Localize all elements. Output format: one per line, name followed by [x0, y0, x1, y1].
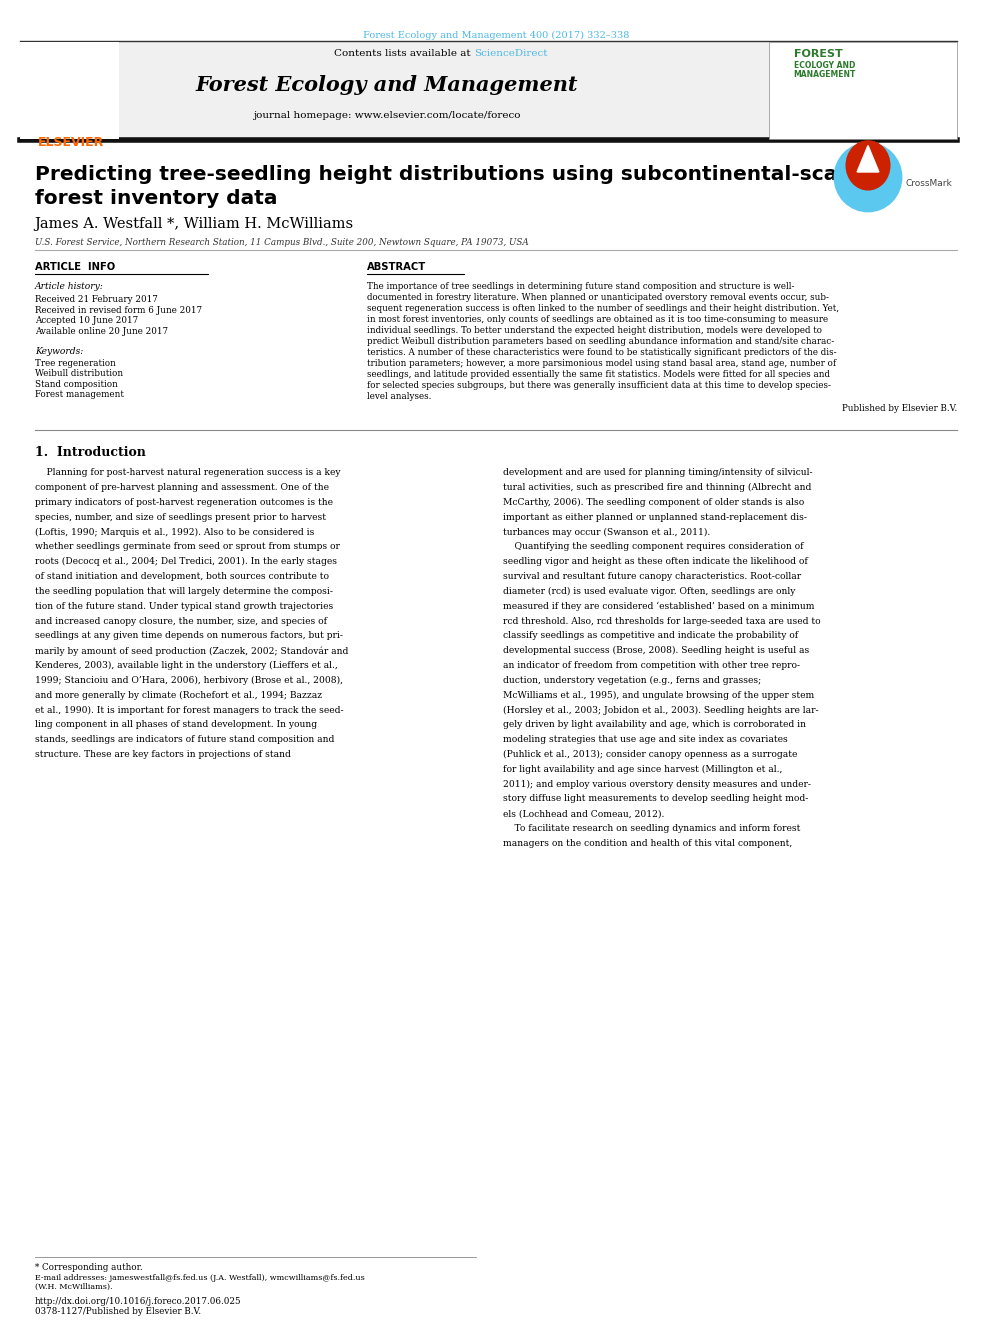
Text: story diffuse light measurements to develop seedling height mod-: story diffuse light measurements to deve…	[503, 794, 808, 803]
Text: ScienceDirect: ScienceDirect	[474, 49, 548, 58]
Ellipse shape	[846, 140, 890, 189]
Text: whether seedlings germinate from seed or sprout from stumps or: whether seedlings germinate from seed or…	[35, 542, 339, 552]
Text: ARTICLE  INFO: ARTICLE INFO	[35, 262, 115, 273]
Text: roots (Decocq et al., 2004; Del Tredici, 2001). In the early stages: roots (Decocq et al., 2004; Del Tredici,…	[35, 557, 336, 566]
Text: ling component in all phases of stand development. In young: ling component in all phases of stand de…	[35, 720, 316, 729]
Text: The importance of tree seedlings in determining future stand composition and str: The importance of tree seedlings in dete…	[367, 282, 795, 291]
Text: teristics. A number of these characteristics were found to be statistically sign: teristics. A number of these characteris…	[367, 348, 836, 357]
Text: developmental success (Brose, 2008). Seedling height is useful as: developmental success (Brose, 2008). See…	[503, 646, 809, 655]
Text: Contents lists available at: Contents lists available at	[334, 49, 474, 58]
Text: duction, understory vegetation (e.g., ferns and grasses;: duction, understory vegetation (e.g., fe…	[503, 676, 761, 685]
Text: ECOLOGY AND: ECOLOGY AND	[794, 61, 855, 70]
Text: MANAGEMENT: MANAGEMENT	[794, 70, 856, 79]
Text: CrossMark: CrossMark	[906, 180, 952, 188]
Text: sequent regeneration success is often linked to the number of seedlings and thei: sequent regeneration success is often li…	[367, 304, 839, 312]
Text: species, number, and size of seedlings present prior to harvest: species, number, and size of seedlings p…	[35, 513, 325, 521]
Text: 2011); and employ various overstory density measures and under-: 2011); and employ various overstory dens…	[503, 779, 810, 789]
Text: documented in forestry literature. When planned or unanticipated overstory remov: documented in forestry literature. When …	[367, 292, 829, 302]
Text: for light availability and age since harvest (Millington et al.,: for light availability and age since har…	[503, 765, 783, 774]
Text: E-mail addresses: jameswestfall@fs.fed.us (J.A. Westfall), wmcwilliams@fs.fed.us: E-mail addresses: jameswestfall@fs.fed.u…	[35, 1274, 364, 1282]
Text: McCarthy, 2006). The seedling component of older stands is also: McCarthy, 2006). The seedling component …	[503, 497, 805, 507]
Text: survival and resultant future canopy characteristics. Root-collar: survival and resultant future canopy cha…	[503, 572, 802, 581]
Text: (W.H. McWilliams).: (W.H. McWilliams).	[35, 1283, 112, 1291]
Text: predict Weibull distribution parameters based on seedling abundance information : predict Weibull distribution parameters …	[367, 336, 834, 345]
Text: primary indicators of post-harvest regeneration outcomes is the: primary indicators of post-harvest regen…	[35, 497, 332, 507]
Text: forest inventory data: forest inventory data	[35, 189, 277, 208]
Text: the seedling population that will largely determine the composi-: the seedling population that will largel…	[35, 587, 332, 595]
Text: component of pre-harvest planning and assessment. One of the: component of pre-harvest planning and as…	[35, 483, 328, 492]
Text: turbances may occur (Swanson et al., 2011).: turbances may occur (Swanson et al., 201…	[503, 528, 710, 537]
Text: structure. These are key factors in projections of stand: structure. These are key factors in proj…	[35, 750, 291, 759]
Text: seedlings at any given time depends on numerous factors, but pri-: seedlings at any given time depends on n…	[35, 631, 342, 640]
Text: McWilliams et al., 1995), and ungulate browsing of the upper stem: McWilliams et al., 1995), and ungulate b…	[503, 691, 814, 700]
Text: Received in revised form 6 June 2017: Received in revised form 6 June 2017	[35, 306, 201, 315]
Text: and more generally by climate (Rochefort et al., 1994; Bazzaz: and more generally by climate (Rochefort…	[35, 691, 321, 700]
Text: an indicator of freedom from competition with other tree repro-: an indicator of freedom from competition…	[503, 662, 801, 669]
Text: tural activities, such as prescribed fire and thinning (Albrecht and: tural activities, such as prescribed fir…	[503, 483, 811, 492]
Text: marily by amount of seed production (Zaczek, 2002; Standovár and: marily by amount of seed production (Zac…	[35, 646, 348, 656]
Text: important as either planned or unplanned stand-replacement dis-: important as either planned or unplanned…	[503, 513, 806, 521]
Text: Tree regeneration: Tree regeneration	[35, 359, 116, 368]
Text: FOREST: FOREST	[794, 49, 842, 60]
Text: ELSEVIER: ELSEVIER	[39, 136, 104, 149]
FancyBboxPatch shape	[20, 42, 119, 139]
Text: * Corresponding author.: * Corresponding author.	[35, 1263, 142, 1273]
Text: seedlings, and latitude provided essentially the same fit statistics. Models wer: seedlings, and latitude provided essenti…	[367, 369, 830, 378]
Text: http://dx.doi.org/10.1016/j.foreco.2017.06.025: http://dx.doi.org/10.1016/j.foreco.2017.…	[35, 1297, 241, 1306]
Text: Weibull distribution: Weibull distribution	[35, 369, 123, 378]
Text: diameter (rcd) is used evaluate vigor. Often, seedlings are only: diameter (rcd) is used evaluate vigor. O…	[503, 587, 796, 595]
Text: tribution parameters; however, a more parsimonious model using stand basal area,: tribution parameters; however, a more pa…	[367, 359, 836, 368]
FancyBboxPatch shape	[20, 42, 769, 139]
Text: Accepted 10 June 2017: Accepted 10 June 2017	[35, 316, 138, 325]
Text: 1.  Introduction: 1. Introduction	[35, 446, 146, 459]
Text: Kenderes, 2003), available light in the understory (Lieffers et al.,: Kenderes, 2003), available light in the …	[35, 662, 337, 669]
Text: modeling strategies that use age and site index as covariates: modeling strategies that use age and sit…	[503, 736, 788, 744]
Text: Published by Elsevier B.V.: Published by Elsevier B.V.	[842, 404, 957, 413]
Text: Available online 20 June 2017: Available online 20 June 2017	[35, 327, 168, 336]
Text: in most forest inventories, only counts of seedlings are obtained as it is too t: in most forest inventories, only counts …	[367, 315, 828, 324]
Text: 0378-1127/Published by Elsevier B.V.: 0378-1127/Published by Elsevier B.V.	[35, 1307, 200, 1316]
Text: development and are used for planning timing/intensity of silvicul-: development and are used for planning ti…	[503, 468, 812, 478]
Text: seedling vigor and height as these often indicate the likelihood of: seedling vigor and height as these often…	[503, 557, 807, 566]
Text: stands, seedlings are indicators of future stand composition and: stands, seedlings are indicators of futu…	[35, 736, 334, 744]
Text: Forest management: Forest management	[35, 390, 124, 400]
Text: 1999; Stancioiu and O’Hara, 2006), herbivory (Brose et al., 2008),: 1999; Stancioiu and O’Hara, 2006), herbi…	[35, 676, 342, 685]
Text: of stand initiation and development, both sources contribute to: of stand initiation and development, bot…	[35, 572, 328, 581]
Text: Planning for post-harvest natural regeneration success is a key: Planning for post-harvest natural regene…	[35, 468, 340, 478]
Text: Forest Ecology and Management: Forest Ecology and Management	[195, 75, 578, 95]
Text: Predicting tree-seedling height distributions using subcontinental-scale: Predicting tree-seedling height distribu…	[35, 165, 858, 184]
FancyBboxPatch shape	[769, 42, 957, 139]
Text: Keywords:: Keywords:	[35, 347, 83, 356]
Text: et al., 1990). It is important for forest managers to track the seed-: et al., 1990). It is important for fores…	[35, 705, 343, 714]
Polygon shape	[857, 146, 879, 172]
Text: To facilitate research on seedling dynamics and inform forest: To facilitate research on seedling dynam…	[503, 824, 801, 833]
Text: journal homepage: www.elsevier.com/locate/foreco: journal homepage: www.elsevier.com/locat…	[253, 111, 521, 120]
Text: rcd threshold. Also, rcd thresholds for large-seeded taxa are used to: rcd threshold. Also, rcd thresholds for …	[503, 617, 820, 626]
Text: and increased canopy closure, the number, size, and species of: and increased canopy closure, the number…	[35, 617, 326, 626]
Text: gely driven by light availability and age, which is corroborated in: gely driven by light availability and ag…	[503, 720, 806, 729]
Text: measured if they are considered ‘established’ based on a minimum: measured if they are considered ‘establi…	[503, 602, 814, 611]
Ellipse shape	[834, 143, 902, 212]
Text: individual seedlings. To better understand the expected height distribution, mod: individual seedlings. To better understa…	[367, 325, 822, 335]
Text: ABSTRACT: ABSTRACT	[367, 262, 427, 273]
Text: U.S. Forest Service, Northern Research Station, 11 Campus Blvd., Suite 200, Newt: U.S. Forest Service, Northern Research S…	[35, 238, 529, 247]
Text: James A. Westfall *, William H. McWilliams: James A. Westfall *, William H. McWillia…	[35, 217, 354, 232]
Text: Forest Ecology and Management 400 (2017) 332–338: Forest Ecology and Management 400 (2017)…	[363, 30, 629, 40]
Text: Stand composition: Stand composition	[35, 380, 118, 389]
Text: classify seedlings as competitive and indicate the probability of: classify seedlings as competitive and in…	[503, 631, 799, 640]
Text: level analyses.: level analyses.	[367, 392, 432, 401]
Text: Received 21 February 2017: Received 21 February 2017	[35, 295, 158, 304]
Text: for selected species subgroups, but there was generally insufficient data at thi: for selected species subgroups, but ther…	[367, 381, 831, 390]
Text: tion of the future stand. Under typical stand growth trajectories: tion of the future stand. Under typical …	[35, 602, 333, 611]
Text: managers on the condition and health of this vital component,: managers on the condition and health of …	[503, 839, 793, 848]
Text: (Puhlick et al., 2013); consider canopy openness as a surrogate: (Puhlick et al., 2013); consider canopy …	[503, 750, 798, 759]
Text: (Loftis, 1990; Marquis et al., 1992). Also to be considered is: (Loftis, 1990; Marquis et al., 1992). Al…	[35, 528, 314, 537]
Text: Quantifying the seedling component requires consideration of: Quantifying the seedling component requi…	[503, 542, 804, 552]
Text: Article history:: Article history:	[35, 282, 103, 291]
Text: (Horsley et al., 2003; Jobidon et al., 2003). Seedling heights are lar-: (Horsley et al., 2003; Jobidon et al., 2…	[503, 705, 818, 714]
Text: els (Lochhead and Comeau, 2012).: els (Lochhead and Comeau, 2012).	[503, 810, 665, 818]
